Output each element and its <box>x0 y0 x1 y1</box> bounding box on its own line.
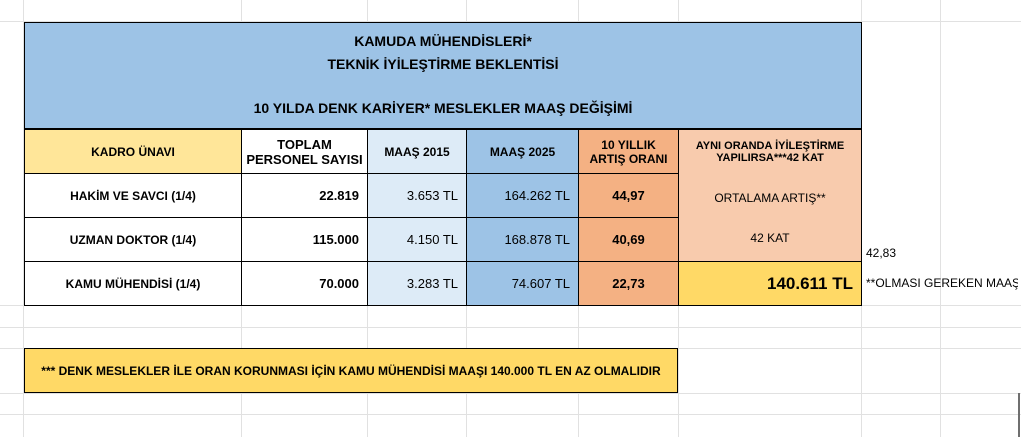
row3-maas-2025[interactable]: 74.607 TL <box>466 261 579 306</box>
side-note[interactable]: **OLMASI GEREKEN MAAŞ <box>866 276 1018 290</box>
row2-artis[interactable]: 40,69 <box>578 217 679 262</box>
ortalama-label: ORTALAMA ARTIŞ** <box>714 190 826 205</box>
header-kadro[interactable]: KADRO ÜNAVI <box>24 129 242 174</box>
result-salary-cell[interactable]: 140.611 TL <box>678 261 862 306</box>
ortalama-value: 42 KAT <box>750 230 790 245</box>
title-line-2: TEKNİK İYİLEŞTİRME BEKLENTİSİ <box>327 56 559 72</box>
row2-kadro[interactable]: UZMAN DOKTOR (1/4) <box>24 217 242 262</box>
row3-artis[interactable]: 22,73 <box>578 261 679 306</box>
row1-kadro[interactable]: HAKİM VE SAVCI (1/4) <box>24 173 242 218</box>
side-value[interactable]: 42,83 <box>866 246 897 260</box>
row2-maas-2025[interactable]: 168.878 TL <box>466 217 579 262</box>
row1-maas-2015[interactable]: 3.653 TL <box>367 173 467 218</box>
header-artis[interactable]: 10 YILLIK ARTIŞ ORANI <box>578 129 679 174</box>
row1-maas-2025[interactable]: 164.262 TL <box>466 173 579 218</box>
title-line-1: KAMUDA MÜHENDİSLERİ* <box>354 33 532 49</box>
row1-personel[interactable]: 22.819 <box>241 173 368 218</box>
ortalama-artis-cell[interactable]: ORTALAMA ARTIŞ** 42 KAT <box>678 173 862 262</box>
row2-maas-2015[interactable]: 4.150 TL <box>367 217 467 262</box>
header-maas-2025[interactable]: MAAŞ 2025 <box>466 129 579 174</box>
sheet-edge-line <box>1018 393 1020 437</box>
header-iyilestirme[interactable]: AYNI ORANDA İYİLEŞTİRME YAPILIRSA***42 K… <box>678 129 862 174</box>
bottom-note[interactable]: *** DENK MESLEKLER İLE ORAN KORUNMASI İÇ… <box>24 348 678 393</box>
row1-artis[interactable]: 44,97 <box>578 173 679 218</box>
header-personel[interactable]: TOPLAM PERSONEL SAYISI <box>241 129 368 174</box>
row3-maas-2015[interactable]: 3.283 TL <box>367 261 467 306</box>
row3-kadro[interactable]: KAMU MÜHENDİSİ (1/4) <box>24 261 242 306</box>
header-maas-2015[interactable]: MAAŞ 2015 <box>367 129 467 174</box>
row3-personel[interactable]: 70.000 <box>241 261 368 306</box>
title-line-3: 10 YILDA DENK KARİYER* MESLEKLER MAAŞ DE… <box>253 100 633 116</box>
row2-personel[interactable]: 115.000 <box>241 217 368 262</box>
title-block[interactable]: KAMUDA MÜHENDİSLERİ* TEKNİK İYİLEŞTİRME … <box>24 22 862 129</box>
